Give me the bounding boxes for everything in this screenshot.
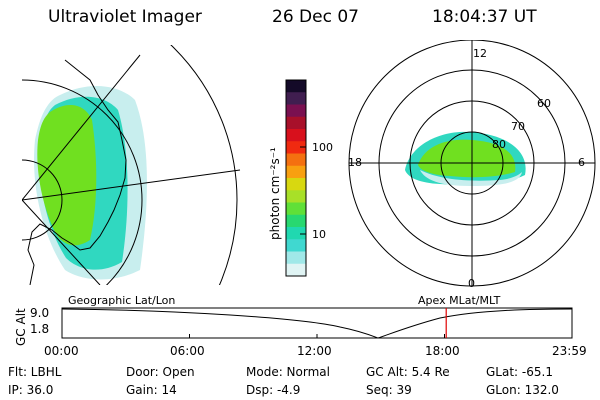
- mlt-label-0: 0: [468, 277, 475, 290]
- dsp-info: Dsp: -4.9: [246, 383, 301, 397]
- gc-alt-info: GC Alt: 5.4 Re: [366, 365, 450, 379]
- mlt-label-6: 6: [578, 156, 585, 169]
- colorbar-cell: [286, 92, 306, 105]
- polar-mlat-mlt-plot: [348, 40, 596, 287]
- instrument-title: Ultraviolet Imager: [48, 7, 202, 27]
- colorbar-cell: [286, 239, 306, 252]
- y-tick-1-8: 1.8: [30, 322, 50, 336]
- glon-info: GLon: 132.0: [486, 383, 559, 397]
- x-tick-0000: 00:00: [44, 344, 79, 358]
- x-tick-1800: 18:00: [425, 344, 460, 358]
- time-label: 18:04:37 UT: [432, 7, 537, 27]
- x-tick-0600: 06:00: [170, 344, 205, 358]
- colorbar-cell: [286, 129, 306, 142]
- x-tick-2359: 23:59: [552, 344, 587, 358]
- seq-info: Seq: 39: [366, 383, 412, 397]
- colorbar-cell: [286, 141, 306, 154]
- colorbar-tick-100: 100: [312, 141, 333, 154]
- mlat-label-60: 60: [537, 97, 551, 110]
- colorbar-cell: [286, 251, 306, 265]
- colorbar-cell: [286, 165, 306, 179]
- colorbar-cell: [286, 227, 306, 240]
- colorbar: [285, 79, 307, 277]
- gain-info: Gain: 14: [126, 383, 177, 397]
- mlat-label-80: 80: [492, 138, 506, 151]
- colorbar-tick-10: 10: [312, 228, 326, 241]
- date-label: 26 Dec 07: [272, 7, 359, 27]
- mlat-label-70: 70: [511, 120, 525, 133]
- mlt-label-12: 12: [473, 47, 487, 60]
- coastline: [27, 59, 127, 285]
- geographic-label: Geographic Lat/Lon: [68, 294, 176, 307]
- altitude-curve: [61, 308, 573, 339]
- y-tick-9: 9.0: [30, 306, 50, 320]
- colorbar-cell: [286, 116, 306, 130]
- colorbar-cell: [286, 80, 306, 93]
- colorbar-cell: [286, 214, 306, 228]
- colorbar-cell: [286, 153, 306, 167]
- glat-info: GLat: -65.1: [486, 365, 553, 379]
- colorbar-cell: [286, 104, 306, 118]
- colorbar-cell: [286, 263, 306, 277]
- apex-label: Apex MLat/MLT: [418, 294, 501, 307]
- mlt-label-18: 18: [348, 156, 362, 169]
- mode-info: Mode: Normal: [246, 365, 330, 379]
- x-tick-1200: 12:00: [297, 344, 332, 358]
- door-info: Door: Open: [126, 365, 195, 379]
- colorbar-cell: [286, 178, 306, 191]
- colorbar-cell: [286, 202, 306, 216]
- colorbar-cell: [286, 190, 306, 203]
- ip-info: IP: 36.0: [8, 383, 54, 397]
- timeline-axis-label: GC Alt: [14, 308, 28, 346]
- aurora-oval-geographic: [34, 85, 147, 280]
- geographic-map: [22, 45, 241, 285]
- filter-info: Flt: LBHL: [8, 365, 62, 379]
